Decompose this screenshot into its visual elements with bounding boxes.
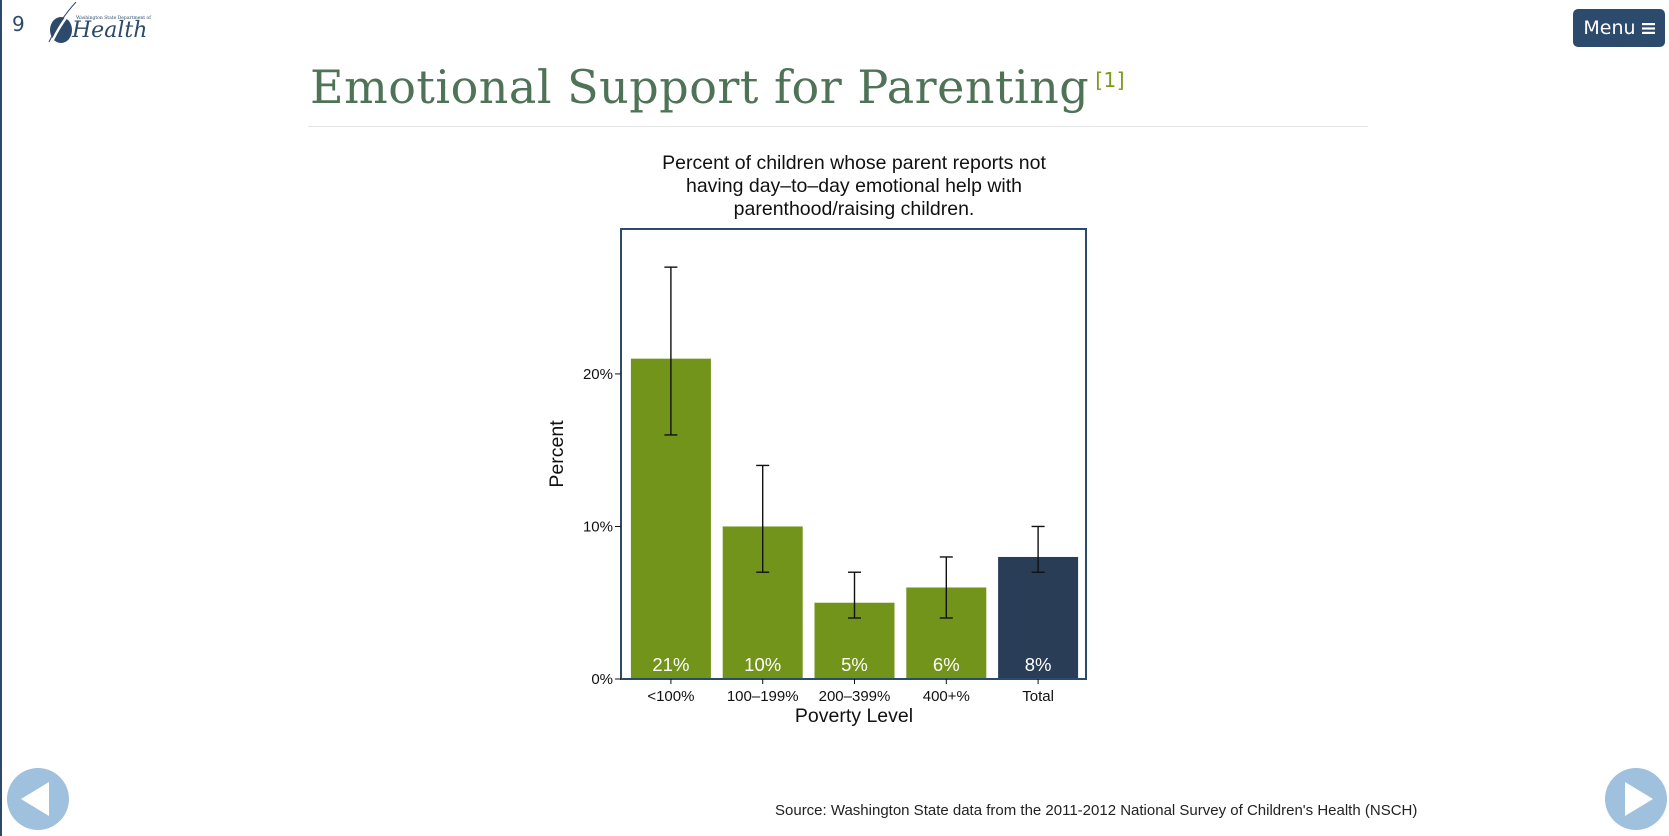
- chart-title-line: Percent of children whose parent reports…: [662, 152, 1046, 174]
- x-axis-label: Poverty Level: [795, 705, 913, 727]
- x-tick-label: 200–399%: [819, 688, 891, 705]
- hamburger-icon: [1641, 22, 1655, 34]
- health-logo-mark-icon: [48, 1, 79, 45]
- page-title-text: Emotional Support for Parenting: [310, 60, 1090, 114]
- menu-label: Menu: [1583, 17, 1636, 39]
- y-axis-label: Percent: [546, 420, 568, 488]
- x-tick-label: Total: [1022, 688, 1054, 705]
- plot-frame: [620, 228, 1087, 680]
- bar-value-label: 10%: [744, 654, 781, 675]
- x-tick-label: 100–199%: [727, 688, 799, 705]
- page-title: Emotional Support for Parenting [1]: [310, 60, 1125, 114]
- health-logo: Washington State Department of Health: [44, 1, 151, 46]
- chart-title-line: parenthood/raising children.: [734, 198, 975, 220]
- menu-button[interactable]: Menu: [1573, 9, 1665, 47]
- next-slide-button[interactable]: [1605, 768, 1667, 830]
- bar-value-label: 6%: [933, 654, 960, 675]
- x-tick-label: <100%: [647, 688, 694, 705]
- bar-value-label: 5%: [841, 654, 868, 675]
- previous-arrow-icon: [21, 782, 49, 816]
- y-tick-label: 20%: [583, 366, 613, 383]
- source-note: Source: Washington State data from the 2…: [775, 802, 1418, 819]
- footnote-reference-link[interactable]: [1]: [1095, 67, 1126, 92]
- logo-agency-text: Washington State Department of: [76, 16, 151, 21]
- bar-4: [998, 556, 1079, 679]
- next-arrow-icon: [1625, 782, 1653, 816]
- bar-value-label: 8%: [1025, 654, 1052, 675]
- y-tick-label: 10%: [583, 518, 613, 535]
- bar-value-label: 21%: [652, 654, 689, 675]
- x-tick-label: 400+%: [923, 688, 970, 705]
- title-divider: [308, 126, 1368, 127]
- chart-title-line: having day–to–day emotional help with: [686, 175, 1022, 197]
- previous-slide-button[interactable]: [7, 768, 69, 830]
- logo-word: Health: [72, 18, 148, 43]
- y-tick-label: 0%: [591, 671, 613, 688]
- slide-number: 9: [12, 12, 25, 36]
